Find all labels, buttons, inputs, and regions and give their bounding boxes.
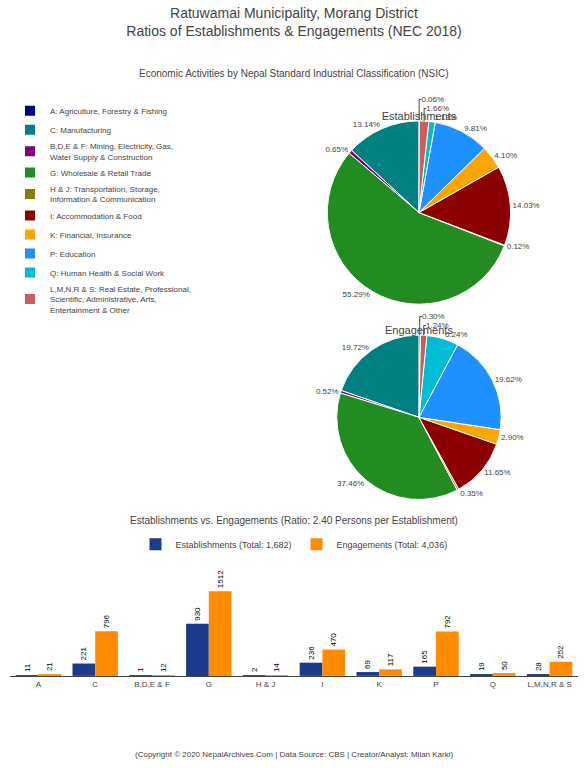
svg-text:0.65%: 0.65% — [325, 145, 348, 154]
svg-text:4.10%: 4.10% — [494, 151, 517, 160]
svg-text:9.81%: 9.81% — [464, 124, 487, 133]
svg-text:0.35%: 0.35% — [460, 489, 483, 498]
svg-text:Engagements: Engagements — [385, 324, 453, 336]
svg-text:69: 69 — [363, 660, 372, 669]
svg-text:H & J: Transportation, Storage: H & J: Transportation, Storage,Informati… — [50, 185, 160, 204]
svg-text:0.12%: 0.12% — [507, 242, 530, 251]
svg-text:19.72%: 19.72% — [342, 343, 369, 352]
svg-text:792: 792 — [443, 615, 452, 629]
svg-text:14.03%: 14.03% — [513, 201, 540, 210]
svg-text:B,D,E & F: Mining, Electricity: B,D,E & F: Mining, Electricity, Gas,Wate… — [50, 142, 173, 161]
svg-text:Engagements (Total: 4,036): Engagements (Total: 4,036) — [337, 540, 448, 550]
svg-text:13.14%: 13.14% — [353, 120, 380, 129]
svg-text:1.66%: 1.66% — [426, 104, 449, 113]
svg-text:930: 930 — [193, 607, 202, 621]
svg-text:Q: Human Health & Social Work: Q: Human Health & Social Work — [50, 269, 165, 278]
svg-text:221: 221 — [79, 647, 88, 661]
svg-text:K: K — [377, 680, 383, 689]
svg-text:0.52%: 0.52% — [316, 387, 339, 396]
svg-text:P: Education: P: Education — [50, 250, 95, 259]
svg-text:2: 2 — [250, 667, 259, 672]
svg-text:11.65%: 11.65% — [484, 468, 511, 477]
svg-text:6.24%: 6.24% — [445, 330, 468, 339]
svg-text:165: 165 — [420, 650, 429, 664]
svg-text:796: 796 — [102, 614, 111, 628]
svg-text:12: 12 — [159, 663, 168, 672]
svg-text:I: Accommodation & Food: I: Accommodation & Food — [50, 212, 142, 221]
svg-text:0.06%: 0.06% — [421, 95, 444, 104]
svg-text:252: 252 — [556, 645, 565, 659]
svg-text:28: 28 — [534, 662, 543, 671]
svg-text:1.24%: 1.24% — [426, 321, 449, 330]
svg-text:1.13%: 1.13% — [434, 113, 457, 122]
svg-text:1512: 1512 — [216, 570, 225, 588]
svg-text:19.62%: 19.62% — [495, 375, 522, 384]
svg-text:G: Wholesale & Retail Trade: G: Wholesale & Retail Trade — [50, 169, 151, 178]
svg-text:Establishments vs. Engagements: Establishments vs. Engagements (Ratio: 2… — [130, 515, 458, 526]
svg-text:(Copyright © 2020 NepalArchive: (Copyright © 2020 NepalArchives.Com | Da… — [135, 750, 454, 759]
svg-text:1: 1 — [136, 667, 145, 672]
svg-text:Ratuwamai Municipality, Morang: Ratuwamai Municipality, Morang DistrictR… — [126, 5, 461, 39]
svg-text:21: 21 — [45, 662, 54, 671]
svg-text:H & J: H & J — [256, 680, 276, 689]
svg-text:A: Agriculture, Forestry & Fis: A: Agriculture, Forestry & Fishing — [50, 107, 167, 116]
svg-text:37.46%: 37.46% — [337, 479, 364, 488]
svg-text:C: Manufacturing: C: Manufacturing — [50, 126, 111, 135]
svg-text:11: 11 — [23, 663, 32, 672]
svg-text:L,M,N,R & S: Real Estate, Prof: L,M,N,R & S: Real Estate, Professional,S… — [50, 285, 191, 315]
svg-text:2.90%: 2.90% — [501, 433, 524, 442]
svg-text:236: 236 — [307, 646, 316, 660]
svg-text:50: 50 — [500, 661, 509, 670]
svg-text:G: G — [206, 680, 212, 689]
svg-text:Economic Activities by Nepal S: Economic Activities by Nepal Standard In… — [139, 68, 449, 79]
svg-text:B,D,E & F: B,D,E & F — [134, 680, 170, 689]
svg-text:Establishments: Establishments — [382, 110, 457, 122]
svg-text:C: C — [92, 680, 98, 689]
svg-text:117: 117 — [386, 653, 395, 666]
svg-text:P: P — [433, 680, 438, 689]
svg-text:L,M,N,R & S: L,M,N,R & S — [527, 680, 571, 689]
svg-text:14: 14 — [272, 663, 281, 672]
svg-text:Q: Q — [490, 680, 496, 689]
svg-text:0.30%: 0.30% — [422, 312, 445, 321]
svg-text:55.29%: 55.29% — [343, 290, 370, 299]
svg-text:19: 19 — [477, 662, 486, 671]
svg-text:I: I — [321, 680, 323, 689]
svg-text:A: A — [36, 680, 42, 689]
svg-text:K: Financial, Insurance: K: Financial, Insurance — [50, 231, 132, 240]
svg-text:Establishments (Total: 1,682): Establishments (Total: 1,682) — [176, 540, 292, 550]
svg-text:470: 470 — [329, 633, 338, 647]
